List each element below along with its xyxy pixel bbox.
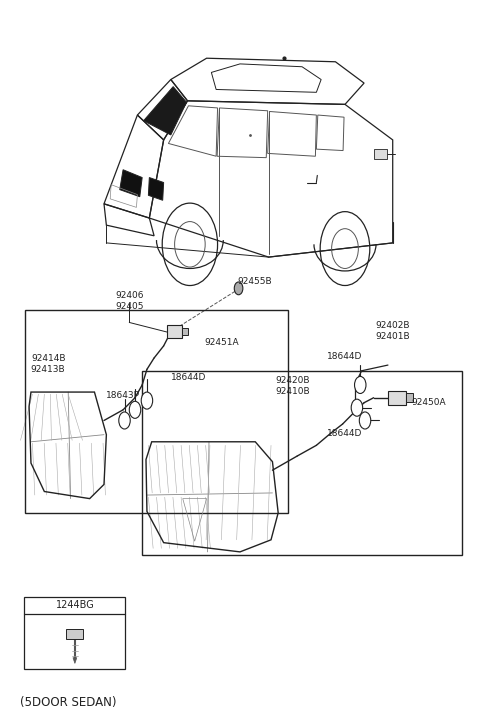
Text: (5DOOR SEDAN): (5DOOR SEDAN) — [21, 696, 117, 709]
Text: 92455B: 92455B — [237, 277, 272, 286]
Circle shape — [234, 282, 243, 295]
Text: 92414B
92413B: 92414B 92413B — [31, 353, 65, 373]
Text: 92406
92405: 92406 92405 — [115, 291, 144, 311]
Text: 1244BG: 1244BG — [56, 600, 94, 610]
Text: 92451A: 92451A — [204, 338, 239, 347]
Bar — [373, 149, 387, 159]
Bar — [388, 391, 406, 405]
Circle shape — [351, 399, 363, 416]
Text: 18644D: 18644D — [327, 429, 363, 438]
Polygon shape — [148, 178, 164, 201]
Polygon shape — [120, 170, 142, 197]
Bar — [182, 328, 189, 336]
Text: 18644D: 18644D — [327, 352, 363, 361]
Circle shape — [119, 412, 130, 429]
Circle shape — [141, 392, 153, 409]
Polygon shape — [144, 86, 187, 135]
Text: 92420B
92410B: 92420B 92410B — [275, 376, 310, 396]
Bar — [25, 311, 288, 513]
Bar — [24, 597, 125, 669]
Bar — [168, 326, 182, 338]
Circle shape — [360, 412, 371, 429]
Bar — [66, 629, 84, 639]
Circle shape — [129, 401, 141, 418]
Bar — [142, 371, 462, 555]
Text: 18644D: 18644D — [171, 373, 206, 383]
Bar — [406, 393, 413, 402]
Text: 92402B
92401B: 92402B 92401B — [375, 321, 410, 341]
Circle shape — [355, 376, 366, 393]
Text: 92450A: 92450A — [412, 398, 446, 407]
Text: 18643P: 18643P — [106, 391, 140, 400]
Polygon shape — [73, 658, 77, 663]
